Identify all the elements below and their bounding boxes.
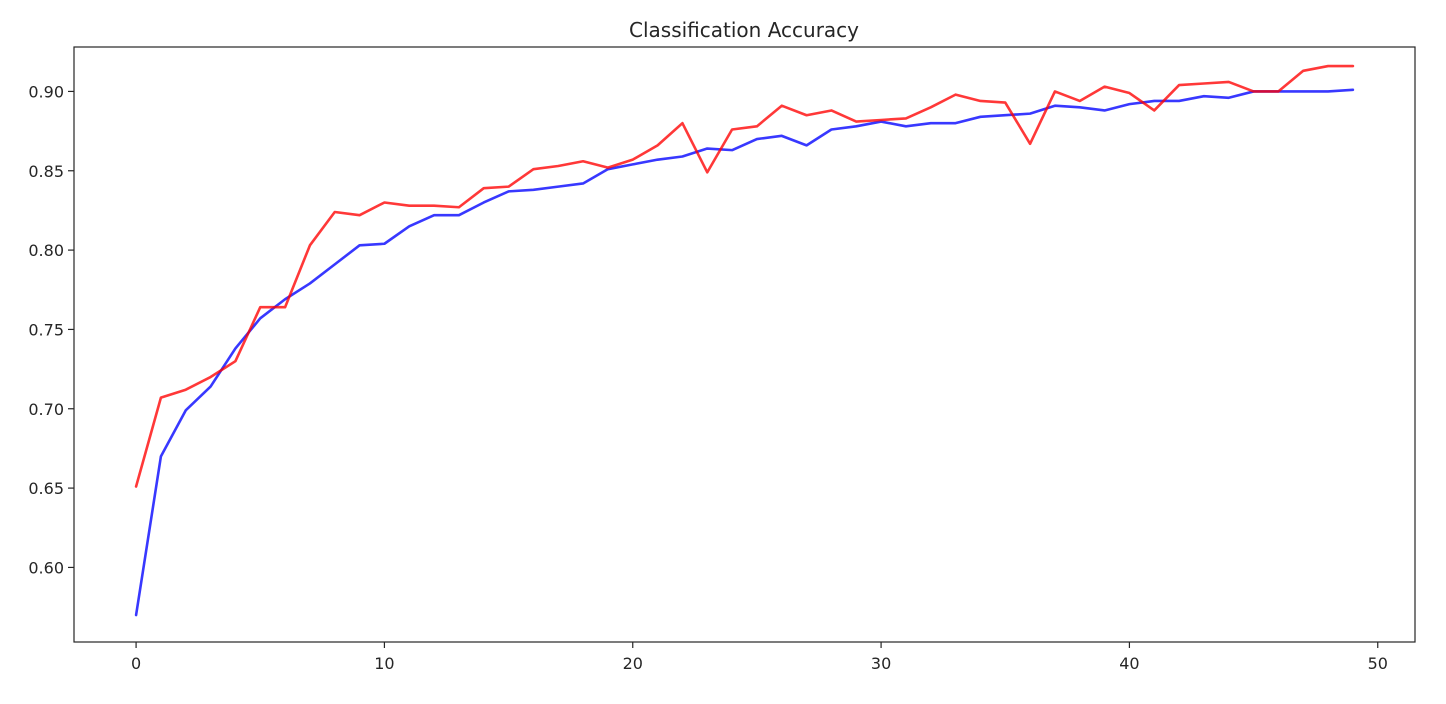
y-tick-label: 0.60 <box>28 558 64 577</box>
x-tick-label: 10 <box>374 654 394 673</box>
y-tick-label: 0.70 <box>28 400 64 419</box>
x-tick-label: 50 <box>1368 654 1388 673</box>
y-tick-label: 0.85 <box>28 162 64 181</box>
plot-frame <box>73 46 1416 643</box>
series-line-1 <box>134 88 1355 617</box>
x-tick-label: 40 <box>1119 654 1139 673</box>
x-tick-label: 30 <box>871 654 891 673</box>
series-lines <box>134 64 1355 617</box>
y-tick-label: 0.80 <box>28 241 64 260</box>
y-tick-label: 0.75 <box>28 320 64 339</box>
y-tick-label: 0.90 <box>28 82 64 101</box>
x-tick-label: 20 <box>623 654 643 673</box>
y-axis-ticks: 0.60 0.65 0.70 0.75 0.80 0.85 0.90 <box>28 82 74 577</box>
series-line-2 <box>134 64 1355 488</box>
x-tick-label: 0 <box>131 654 141 673</box>
chart-title: Classification Accuracy <box>629 18 859 42</box>
x-axis-ticks: 0 10 20 30 40 50 <box>131 642 1388 673</box>
y-tick-label: 0.65 <box>28 479 64 498</box>
